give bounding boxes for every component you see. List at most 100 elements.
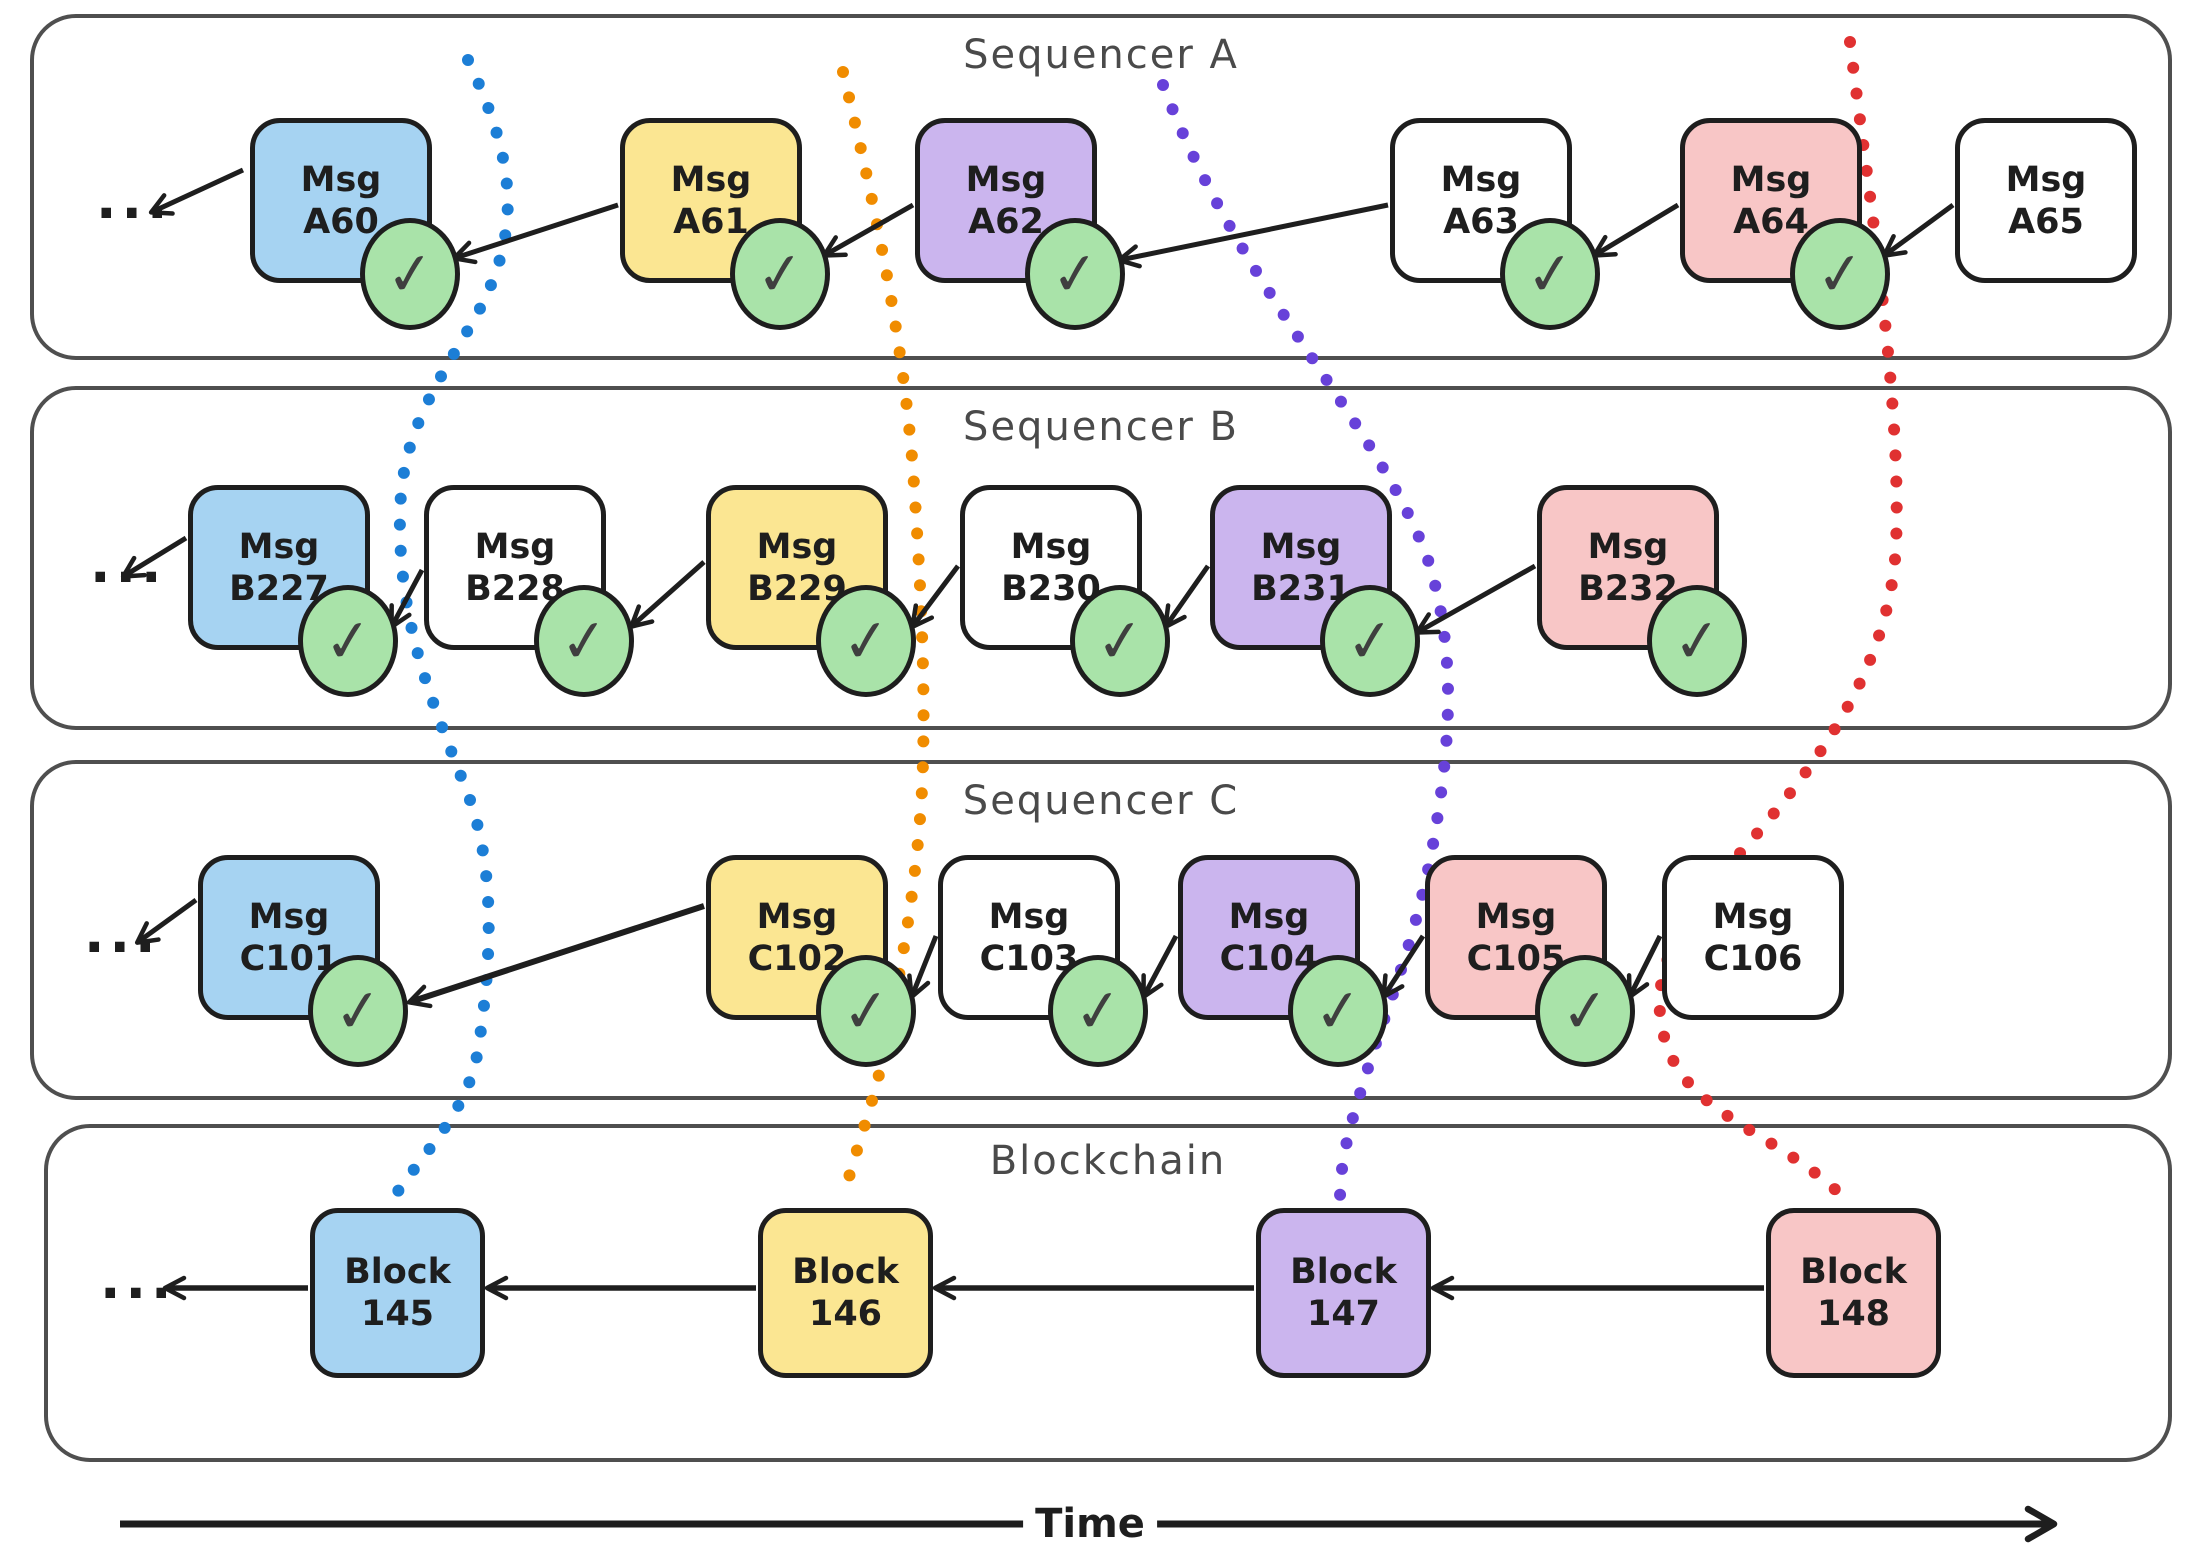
check-badge: ✓ xyxy=(1320,585,1420,697)
msg-label: Msg xyxy=(238,526,320,567)
arrow xyxy=(120,535,188,579)
panel-sequencer-c: Sequencer C xyxy=(30,760,2172,1100)
panel-title: Blockchain xyxy=(989,1138,1227,1184)
msg-label: Msg xyxy=(1228,896,1310,937)
check-badge: ✓ xyxy=(360,218,460,330)
msg-id: A62 xyxy=(968,201,1044,242)
msg-label: Msg xyxy=(1260,526,1342,567)
msg-label: Msg xyxy=(1010,526,1092,567)
arrow xyxy=(406,903,705,1009)
msg-label: Msg xyxy=(756,896,838,937)
msg-label: Msg xyxy=(474,526,556,567)
arrow xyxy=(148,167,245,216)
panel-blockchain: Blockchain xyxy=(44,1124,2172,1462)
arrow xyxy=(451,202,619,265)
check-badge: ✓ xyxy=(1048,955,1148,1067)
check-badge: ✓ xyxy=(1535,955,1635,1067)
msg-label: Msg xyxy=(670,159,752,200)
check-icon: ✓ xyxy=(382,237,438,311)
dotted-link-blue xyxy=(386,54,514,1206)
check-badge: ✓ xyxy=(1288,955,1388,1067)
msg-label: Msg xyxy=(1440,159,1522,200)
arrow xyxy=(389,568,425,630)
chain-ellipsis: ... xyxy=(100,1248,177,1311)
arrow xyxy=(1381,934,1426,1000)
arrow xyxy=(910,564,960,630)
msg-label: Msg xyxy=(248,896,330,937)
arrow xyxy=(134,897,198,945)
block-box-148: Block 148 xyxy=(1766,1208,1941,1378)
check-badge: ✓ xyxy=(1070,585,1170,697)
msg-box-c106: Msg C106 xyxy=(1662,855,1844,1020)
check-badge: ✓ xyxy=(1647,585,1747,697)
arrow xyxy=(629,560,706,629)
check-icon: ✓ xyxy=(1070,974,1126,1048)
msg-box-a62: Msg A62 xyxy=(915,118,1097,283)
panel-sequencer-b: Sequencer B xyxy=(30,386,2172,730)
msg-box-c103: Msg C103 xyxy=(938,855,1120,1020)
arrow xyxy=(821,202,915,258)
arrow xyxy=(1626,934,1663,1000)
block-label: Block xyxy=(1800,1252,1907,1292)
check-badge: ✓ xyxy=(816,955,916,1067)
check-icon: ✓ xyxy=(1047,237,1103,311)
block-id: 145 xyxy=(360,1294,435,1334)
block-label: Block xyxy=(344,1252,451,1292)
panel-title: Sequencer B xyxy=(963,404,1239,450)
panel-sequencer-a: Sequencer A xyxy=(30,14,2172,360)
check-icon: ✓ xyxy=(1557,974,1613,1048)
msg-label: Msg xyxy=(300,159,382,200)
block-box-145: Block 145 xyxy=(310,1208,485,1378)
dotted-link-red xyxy=(1653,36,1903,1206)
time-axis-label: Time xyxy=(1023,1501,1157,1547)
msg-id: C106 xyxy=(1703,938,1803,979)
arrow xyxy=(1141,934,1179,1000)
block-label: Block xyxy=(792,1252,899,1292)
check-icon: ✓ xyxy=(556,604,612,678)
check-badge: ✓ xyxy=(298,585,398,697)
block-label: Block xyxy=(1290,1252,1397,1292)
msg-id: A60 xyxy=(303,201,379,242)
check-icon: ✓ xyxy=(1522,237,1578,311)
block-id: 147 xyxy=(1306,1294,1381,1334)
check-badge: ✓ xyxy=(816,585,916,697)
msg-id: A61 xyxy=(673,201,749,242)
arrow xyxy=(1116,202,1389,269)
block-id: 146 xyxy=(808,1294,883,1334)
chain-ellipsis: ... xyxy=(90,532,167,595)
arrow xyxy=(907,935,939,1000)
check-badge: ✓ xyxy=(1025,218,1125,330)
msg-box-b230: Msg B230 xyxy=(960,485,1142,650)
msg-box-a65: Msg A65 xyxy=(1955,118,2137,283)
block-box-146: Block 146 xyxy=(758,1208,933,1378)
msg-label: Msg xyxy=(965,159,1047,200)
check-badge: ✓ xyxy=(308,955,408,1067)
dotted-link-orange xyxy=(837,66,930,1206)
chain-ellipsis: ... xyxy=(84,902,161,965)
arrow xyxy=(1163,564,1211,630)
check-badge: ✓ xyxy=(730,218,830,330)
check-icon: ✓ xyxy=(320,604,376,678)
check-badge: ✓ xyxy=(534,585,634,697)
check-badge: ✓ xyxy=(1790,218,1890,330)
msg-label: Msg xyxy=(2005,159,2087,200)
panel-title: Sequencer A xyxy=(963,32,1239,78)
check-icon: ✓ xyxy=(838,604,894,678)
check-icon: ✓ xyxy=(1092,604,1148,678)
msg-label: Msg xyxy=(756,526,838,567)
check-icon: ✓ xyxy=(752,237,808,311)
dotted-link-purple xyxy=(1157,79,1454,1206)
check-badge: ✓ xyxy=(1500,218,1600,330)
check-icon: ✓ xyxy=(1342,604,1398,678)
arrow xyxy=(1414,563,1537,635)
msg-box-b231: Msg B231 xyxy=(1210,485,1392,650)
check-icon: ✓ xyxy=(838,974,894,1048)
arrow xyxy=(1591,202,1680,258)
msg-id: A65 xyxy=(2008,201,2084,242)
check-icon: ✓ xyxy=(330,974,386,1048)
msg-label: Msg xyxy=(1730,159,1812,200)
msg-label: Msg xyxy=(1475,896,1557,937)
arrow xyxy=(1881,202,1955,258)
msg-label: Msg xyxy=(1712,896,1794,937)
msg-id: A64 xyxy=(1733,201,1809,242)
